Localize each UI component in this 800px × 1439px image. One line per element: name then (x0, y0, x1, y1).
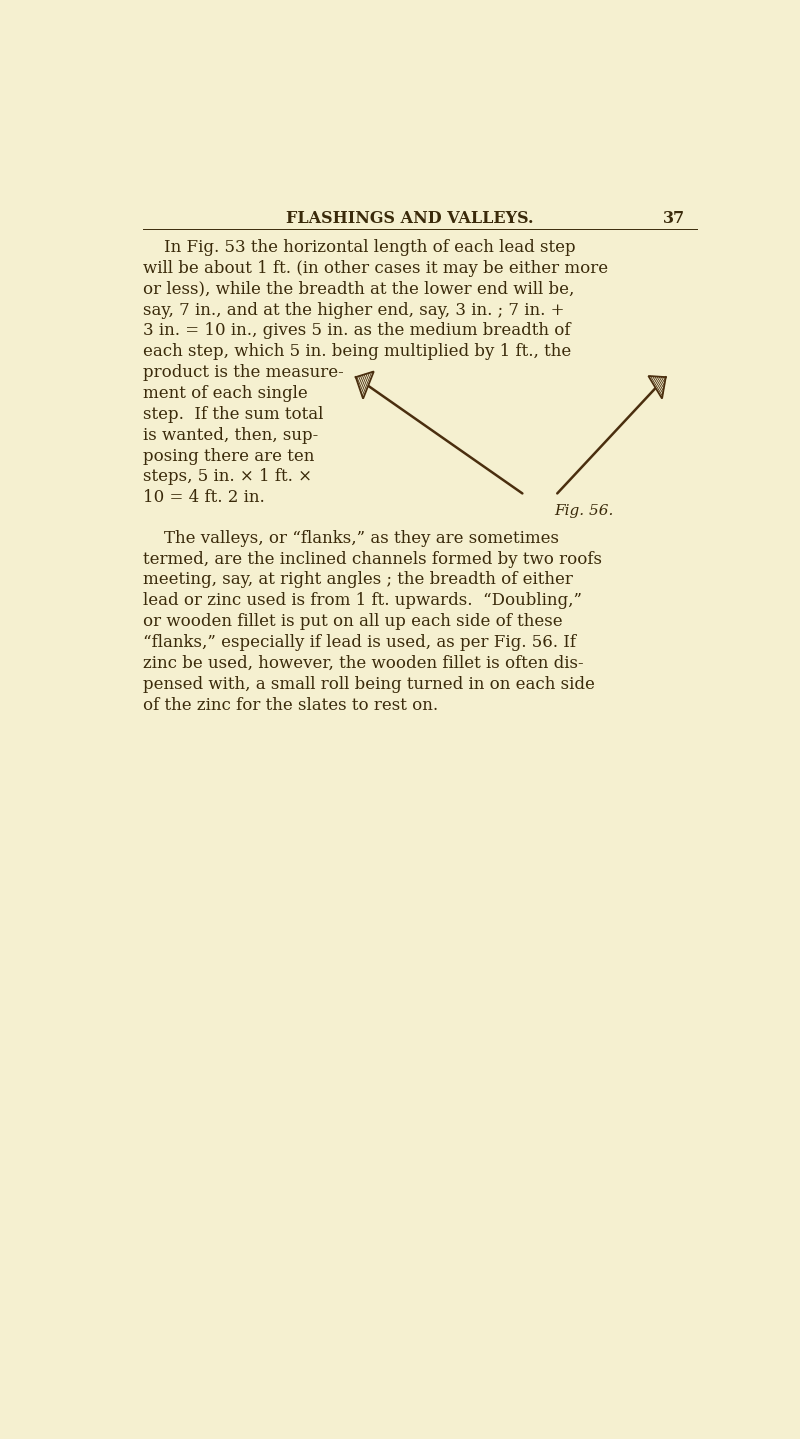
Text: posing there are ten: posing there are ten (142, 448, 314, 465)
Text: The valleys, or “flanks,” as they are sometimes: The valleys, or “flanks,” as they are so… (142, 530, 558, 547)
Text: or wooden fillet is put on all up each side of these: or wooden fillet is put on all up each s… (142, 613, 562, 630)
Text: pensed with, a small roll being turned in on each side: pensed with, a small roll being turned i… (142, 676, 594, 692)
Text: zinc be used, however, the wooden fillet is often dis-: zinc be used, however, the wooden fillet… (142, 655, 583, 672)
Text: ment of each single: ment of each single (142, 386, 307, 401)
Text: product is the measure-: product is the measure- (142, 364, 343, 381)
Text: each step, which 5 in. being multiplied by 1 ft., the: each step, which 5 in. being multiplied … (142, 344, 571, 360)
Text: meeting, say, at right angles ; the breadth of either: meeting, say, at right angles ; the brea… (142, 571, 573, 589)
Text: or less), while the breadth at the lower end will be,: or less), while the breadth at the lower… (142, 281, 574, 298)
Text: 3 in. = 10 in., gives 5 in. as the medium breadth of: 3 in. = 10 in., gives 5 in. as the mediu… (142, 322, 570, 340)
Text: “flanks,” especially if lead is used, as per Fig. 56. If: “flanks,” especially if lead is used, as… (142, 635, 576, 650)
Text: Fig. 56.: Fig. 56. (554, 504, 614, 518)
Text: FLASHINGS AND VALLEYS.: FLASHINGS AND VALLEYS. (286, 210, 534, 227)
Text: of the zinc for the slates to rest on.: of the zinc for the slates to rest on. (142, 696, 438, 714)
Polygon shape (648, 376, 666, 399)
Polygon shape (356, 371, 374, 399)
Text: 37: 37 (663, 210, 685, 227)
Text: is wanted, then, sup-: is wanted, then, sup- (142, 427, 318, 443)
Text: lead or zinc used is from 1 ft. upwards.  “Doubling,”: lead or zinc used is from 1 ft. upwards.… (142, 593, 582, 609)
Text: steps, 5 in. × 1 ft. ×: steps, 5 in. × 1 ft. × (142, 468, 312, 485)
Text: In Fig. 53 the horizontal length of each lead step: In Fig. 53 the horizontal length of each… (142, 239, 575, 256)
Text: say, 7 in., and at the higher end, say, 3 in. ; 7 in. +: say, 7 in., and at the higher end, say, … (142, 302, 564, 318)
Text: termed, are the inclined channels formed by two roofs: termed, are the inclined channels formed… (142, 551, 602, 567)
Text: step.  If the sum total: step. If the sum total (142, 406, 323, 423)
Text: 10 = 4 ft. 2 in.: 10 = 4 ft. 2 in. (142, 489, 264, 507)
Text: will be about 1 ft. (in other cases it may be either more: will be about 1 ft. (in other cases it m… (142, 260, 608, 276)
